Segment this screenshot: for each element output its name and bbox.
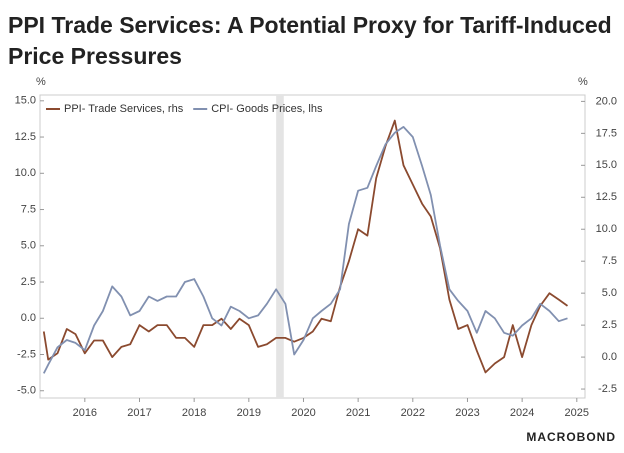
y2-tick-label: 0.0 (602, 351, 617, 363)
y-tick-label: 2.5 (21, 276, 36, 288)
x-tick-label: 2023 (455, 407, 479, 419)
y-tick-label: 10.0 (15, 167, 36, 179)
y2-unit: % (578, 76, 588, 88)
legend-label: CPI- Goods Prices, lhs (211, 103, 323, 115)
y2-tick-label: -2.5 (598, 383, 617, 395)
x-tick-label: 2017 (127, 407, 151, 419)
legend-label: PPI- Trade Services, rhs (64, 103, 184, 115)
x-tick-label: 2021 (346, 407, 370, 419)
series-line (42, 126, 568, 374)
y2-tick-label: 20.0 (596, 95, 617, 107)
y-tick-label: -2.5 (17, 348, 36, 360)
y2-tick-label: 17.5 (596, 127, 617, 139)
plot-frame (39, 94, 586, 399)
y2-tick-label: 2.5 (602, 319, 617, 331)
y-tick-label: 15.0 (15, 95, 36, 107)
x-tick-label: 2024 (510, 407, 534, 419)
y-tick-label: 5.0 (21, 240, 36, 252)
chart-title: PPI Trade Services: A Potential Proxy fo… (8, 12, 612, 38)
x-tick-label: 2022 (401, 407, 425, 419)
y-tick-label: -5.0 (17, 385, 36, 397)
x-tick-label: 2025 (565, 407, 589, 419)
y2-tick-label: 10.0 (596, 223, 617, 235)
y2-tick-label: 7.5 (602, 255, 617, 267)
y-tick-label: 7.5 (21, 203, 36, 215)
y-unit: % (36, 76, 46, 88)
y2-tick-label: 12.5 (596, 191, 617, 203)
y2-tick-label: 5.0 (602, 287, 617, 299)
y-tick-label: 12.5 (15, 131, 36, 143)
x-tick-label: 2018 (182, 407, 206, 419)
y2-tick-label: 15.0 (596, 159, 617, 171)
y-tick-label: 0.0 (21, 312, 36, 324)
x-tick-label: 2019 (237, 407, 261, 419)
x-tick-label: 2020 (291, 407, 315, 419)
source-logo: MACROBOND (526, 430, 616, 444)
chart-subtitle: Price Pressures (8, 43, 182, 69)
x-tick-label: 2016 (73, 407, 97, 419)
shaded-region (276, 95, 284, 398)
